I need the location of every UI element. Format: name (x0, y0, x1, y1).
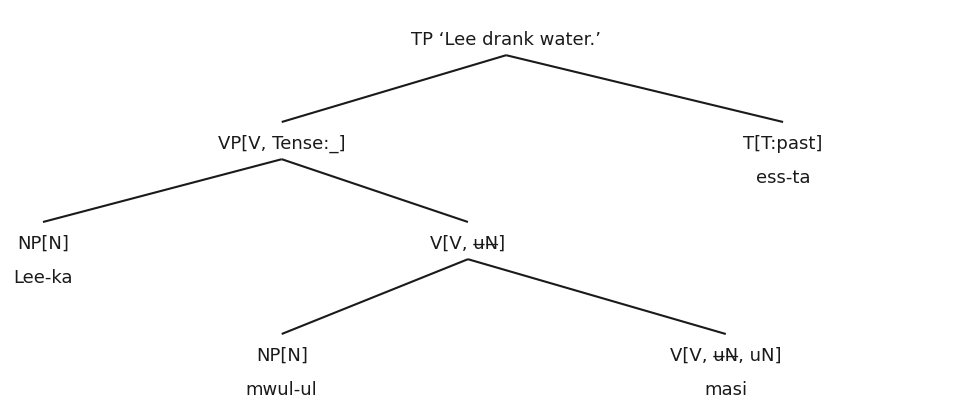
Text: T[T:past]: T[T:past] (743, 135, 823, 153)
Text: mwul-ul: mwul-ul (245, 381, 318, 399)
Text: V[V, u̶N̶]: V[V, u̶N̶] (431, 235, 505, 253)
Text: TP ‘Lee drank water.’: TP ‘Lee drank water.’ (412, 31, 601, 49)
Text: ess-ta: ess-ta (755, 169, 811, 187)
Text: NP[N]: NP[N] (256, 347, 308, 365)
Text: Lee-ka: Lee-ka (13, 269, 73, 287)
Text: V[V, u̶N̶, uN]: V[V, u̶N̶, uN] (670, 347, 781, 365)
Text: VP[V, Tense:_]: VP[V, Tense:_] (218, 135, 346, 153)
Text: NP[N]: NP[N] (17, 235, 69, 253)
Text: masi: masi (704, 381, 748, 399)
